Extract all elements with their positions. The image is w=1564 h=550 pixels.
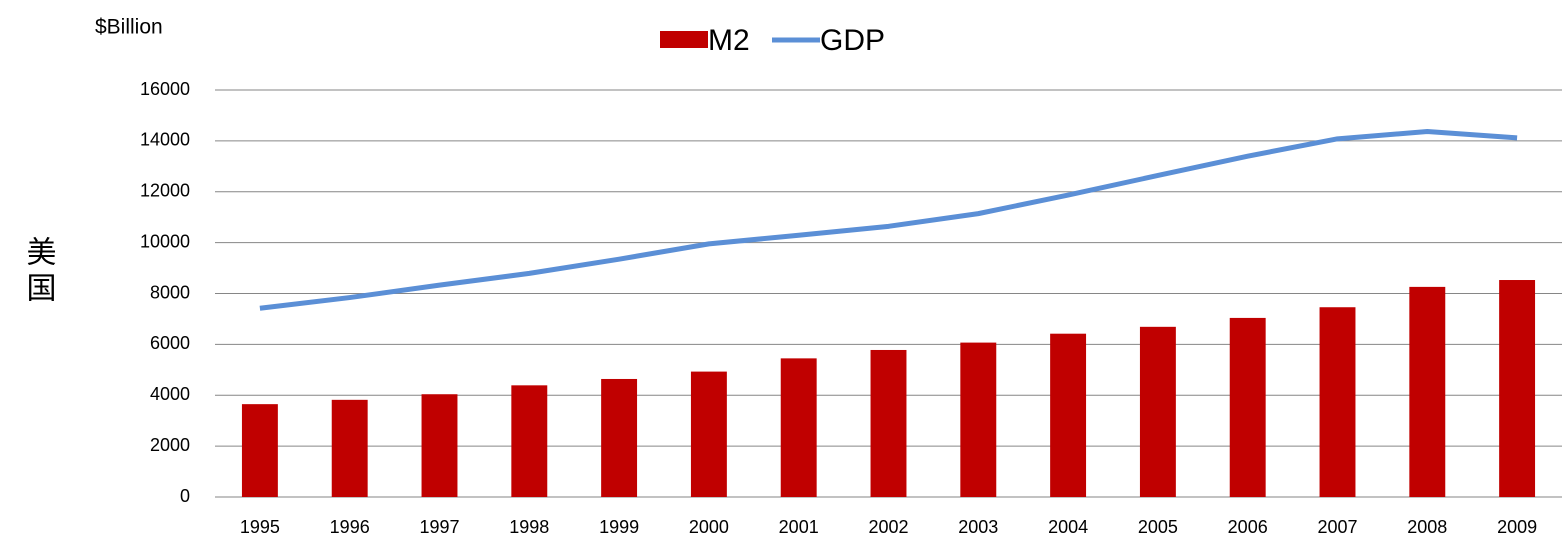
- x-tick-label: 2004: [1048, 517, 1088, 537]
- x-tick-label: 1997: [419, 517, 459, 537]
- bar: [511, 385, 548, 497]
- y-tick-label: 12000: [140, 181, 190, 201]
- legend-label: GDP: [820, 24, 885, 57]
- x-tick-label: 1999: [599, 517, 639, 537]
- unit-label: $Billion: [95, 16, 163, 39]
- x-tick-label: 2009: [1497, 517, 1537, 537]
- y-tick-label: 10000: [140, 231, 190, 251]
- x-tick-label: 2002: [868, 517, 908, 537]
- bar: [1409, 286, 1446, 497]
- y-tick-label: 0: [180, 486, 190, 506]
- bar: [960, 342, 997, 497]
- bar: [1499, 280, 1536, 497]
- y-tick-label: 2000: [150, 435, 190, 455]
- y-tick-label: 4000: [150, 384, 190, 404]
- y-tick-label: 6000: [150, 333, 190, 353]
- x-tick-label: 2005: [1138, 517, 1178, 537]
- x-tick-label: 1996: [330, 517, 370, 537]
- x-tick-label: 1998: [509, 517, 549, 537]
- bar: [421, 394, 458, 497]
- x-tick-label: 2000: [689, 517, 729, 537]
- x-tick-label: 2006: [1228, 517, 1268, 537]
- bar: [690, 371, 727, 497]
- y-tick-label: 8000: [150, 282, 190, 302]
- x-tick-label: 2007: [1317, 517, 1357, 537]
- y-tick-label: 14000: [140, 130, 190, 150]
- legend-label: M2: [708, 24, 750, 57]
- bar: [601, 378, 638, 497]
- x-tick-label: 2008: [1407, 517, 1447, 537]
- bar: [331, 399, 368, 497]
- bar: [870, 349, 907, 497]
- x-tick-label: 2001: [779, 517, 819, 537]
- legend-swatch: [660, 31, 708, 48]
- x-tick-label: 2003: [958, 517, 998, 537]
- bar: [780, 358, 817, 497]
- x-tick-label: 1995: [240, 517, 280, 537]
- y-axis-label: 美国: [22, 236, 56, 308]
- line: [259, 128, 1518, 311]
- bar: [1229, 317, 1266, 497]
- y-tick-label: 16000: [140, 79, 190, 99]
- bar: [1050, 333, 1087, 497]
- bar: [1139, 326, 1176, 497]
- bar: [1319, 307, 1356, 497]
- bar: [241, 404, 278, 497]
